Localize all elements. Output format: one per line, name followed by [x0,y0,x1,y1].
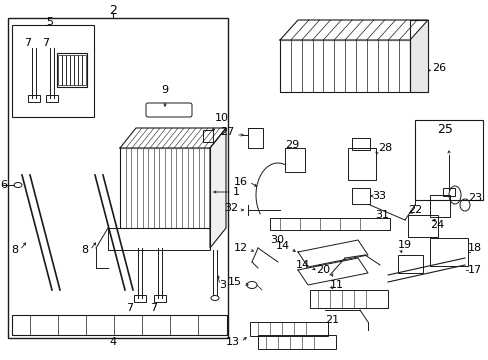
Bar [28,95,40,102]
Bar [62,55,65,85]
Text: 7: 7 [126,303,133,313]
Bar [58,55,61,85]
Text: 19: 19 [397,240,411,250]
Text: 22: 22 [407,205,421,215]
Text: 7: 7 [150,303,157,313]
Text: 16: 16 [234,177,247,187]
Bar [280,40,409,92]
Text: 24: 24 [429,220,443,230]
Text: 32: 32 [224,203,238,213]
Text: 31: 31 [374,210,388,220]
Text: 17: 17 [467,265,481,275]
Text: 7: 7 [24,38,32,48]
Text: 13: 13 [225,337,240,347]
Text: 18: 18 [467,243,481,253]
Bar [429,195,449,217]
Bar [57,53,87,87]
Text: 20: 20 [315,265,329,275]
Bar [397,255,422,273]
Text: 12: 12 [233,243,247,253]
Bar [285,148,305,172]
Bar [258,335,335,349]
Bar [347,148,375,180]
Text: 4: 4 [109,337,116,347]
Text: 30: 30 [269,235,284,245]
Polygon shape [120,128,225,148]
Text: 23: 23 [467,193,481,203]
Text: 8: 8 [81,245,88,255]
Bar [134,295,146,302]
Bar [70,55,73,85]
Bar [269,218,389,230]
Text: 9: 9 [161,85,168,95]
Text: 3: 3 [219,280,225,290]
Bar [74,55,77,85]
Polygon shape [297,240,367,267]
Bar [82,55,85,85]
Text: 8: 8 [11,245,18,255]
Text: 7: 7 [42,38,49,48]
Bar [429,238,467,266]
Bar [247,128,263,148]
Bar [309,290,387,308]
Bar [46,95,58,102]
Bar [120,148,209,228]
Bar [407,215,437,237]
Text: 6: 6 [0,180,7,190]
Text: 11: 11 [329,280,343,290]
Bar [108,228,209,250]
Text: 25: 25 [436,123,452,136]
Text: 14: 14 [275,241,289,251]
Text: 10: 10 [215,113,228,123]
Text: 5: 5 [46,17,53,27]
Bar [442,188,454,196]
Bar [154,295,165,302]
Text: 26: 26 [431,63,445,73]
Text: 29: 29 [285,140,299,150]
Text: 14: 14 [295,260,309,270]
Text: 1: 1 [232,187,240,197]
Text: 2: 2 [109,4,117,17]
Text: 33: 33 [371,191,385,201]
Bar [12,315,226,335]
Bar [203,130,213,142]
Bar [351,188,369,204]
Polygon shape [409,20,427,92]
Bar [78,55,81,85]
Text: 15: 15 [227,277,242,287]
Bar [249,322,327,336]
Text: 21: 21 [325,315,339,325]
Polygon shape [297,258,367,285]
Bar [414,120,482,200]
Bar [8,18,227,338]
Text: 28: 28 [377,143,391,153]
Bar [12,25,94,117]
Bar [66,55,69,85]
Bar [351,138,369,150]
Polygon shape [209,128,225,248]
Text: 27: 27 [219,127,234,137]
Polygon shape [280,20,427,40]
